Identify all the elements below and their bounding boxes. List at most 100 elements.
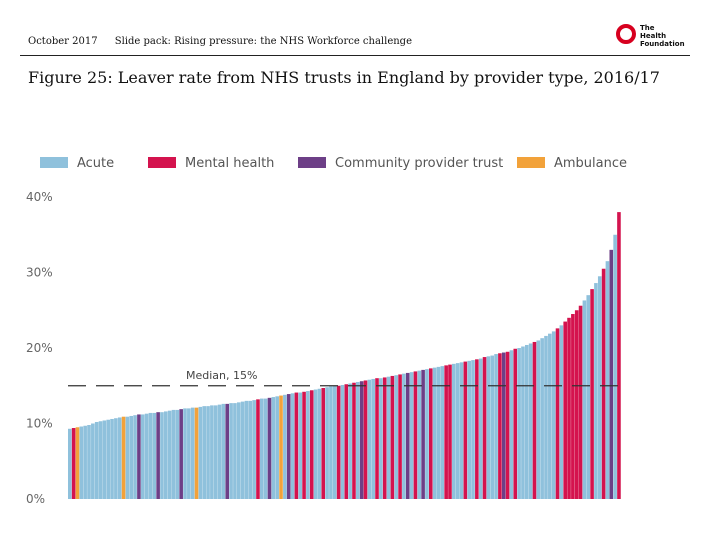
bar	[394, 375, 399, 499]
header-date: October 2017	[28, 36, 98, 47]
bar	[194, 407, 199, 499]
bar	[179, 409, 183, 499]
bar	[140, 414, 145, 499]
legend-label-acute: Acute	[77, 156, 114, 171]
bar	[221, 403, 226, 499]
bar	[102, 420, 107, 499]
bar	[144, 413, 149, 499]
bar	[68, 428, 72, 499]
y-tick-label: 40%	[26, 190, 53, 204]
bar	[490, 355, 495, 499]
bar	[601, 268, 606, 499]
y-tick-label: 10%	[26, 417, 53, 431]
leaver-rate-bar-chart: Acute Mental health Community provider tru…	[26, 156, 627, 506]
bar	[148, 412, 153, 499]
legend-label-mental-health: Mental health	[185, 156, 274, 171]
legend-label-community-provider-trust: Community provider trust	[335, 156, 503, 171]
bar	[94, 421, 99, 499]
bar	[405, 372, 410, 499]
bar	[83, 425, 87, 499]
bar	[421, 369, 425, 499]
y-tick-label: 20%	[26, 341, 53, 355]
legend-swatch-community-provider-trust	[298, 157, 326, 168]
bar	[164, 411, 168, 499]
bar	[329, 386, 333, 499]
bar	[448, 364, 452, 499]
bar	[609, 249, 614, 499]
y-tick-label: 0%	[26, 492, 45, 506]
bar	[417, 370, 422, 499]
bar	[187, 408, 191, 499]
bar	[325, 387, 329, 499]
bar	[379, 378, 383, 499]
bar	[551, 331, 556, 499]
bar	[117, 417, 122, 499]
bar	[386, 376, 391, 499]
bar	[271, 397, 276, 499]
bar	[75, 427, 80, 499]
bar	[332, 385, 337, 499]
bar	[256, 399, 260, 499]
bar	[605, 261, 610, 499]
bar	[524, 344, 529, 499]
bar	[478, 358, 483, 499]
bar	[233, 403, 237, 499]
bar	[137, 414, 141, 499]
bar	[133, 415, 137, 499]
bar	[517, 348, 521, 499]
bar	[455, 363, 460, 499]
bar	[336, 385, 341, 499]
bar	[286, 394, 291, 499]
bar	[352, 382, 356, 499]
bar	[548, 333, 552, 499]
bar	[306, 391, 310, 499]
legend-label-ambulance: Ambulance	[554, 156, 627, 171]
bar	[252, 400, 256, 499]
bar	[356, 381, 360, 499]
bar	[452, 363, 456, 499]
bar	[425, 369, 429, 499]
legend-swatch-mental-health	[148, 157, 176, 168]
bar	[363, 380, 368, 499]
bar	[498, 353, 502, 499]
bar	[574, 310, 579, 499]
bar	[475, 359, 479, 499]
bar	[298, 392, 303, 499]
bar	[202, 406, 206, 499]
bar	[402, 373, 406, 499]
bar	[348, 383, 352, 499]
bar	[87, 425, 91, 499]
bar	[183, 408, 187, 499]
bar	[313, 389, 318, 499]
bar	[71, 428, 76, 499]
bar	[152, 412, 157, 499]
bar	[482, 357, 487, 499]
bar	[217, 404, 222, 500]
legend-swatch-acute	[40, 157, 68, 168]
bar	[213, 405, 218, 499]
bar	[398, 374, 402, 499]
bar	[275, 396, 279, 499]
bar	[110, 418, 114, 499]
bar	[290, 393, 295, 499]
health-foundation-logo: The Health Foundation	[616, 24, 696, 50]
bar	[586, 295, 591, 499]
bar	[175, 409, 180, 499]
bar	[321, 388, 326, 499]
bar	[571, 314, 575, 499]
median-label: Median, 15%	[186, 369, 257, 382]
bar	[597, 276, 602, 499]
bar	[263, 398, 268, 499]
bar	[198, 406, 203, 499]
bar	[260, 398, 264, 499]
bar	[536, 340, 541, 499]
bar	[563, 321, 567, 499]
logo-text: The Health Foundation	[640, 24, 685, 48]
bar	[171, 409, 176, 499]
header-deck-title: Slide pack: Rising pressure: the NHS Wor…	[114, 36, 413, 47]
bar	[521, 346, 525, 499]
bar	[532, 341, 537, 499]
bar	[501, 352, 506, 499]
bar	[359, 381, 364, 499]
bar	[594, 283, 598, 499]
